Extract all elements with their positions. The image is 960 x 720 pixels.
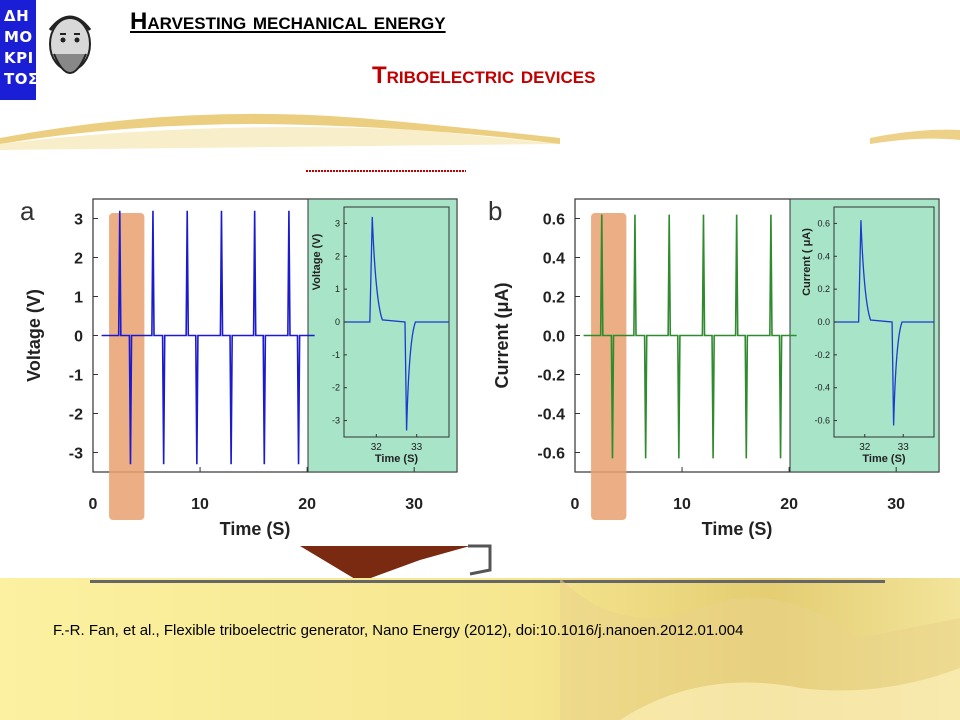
y-axis-label: Voltage (V)	[24, 289, 44, 382]
logo-lettering: ΔΗ ΜΟ ΚΡΙ ΤΟΣ	[4, 7, 39, 88]
inset-x-tick-label: 32	[371, 442, 383, 453]
y-tick-label: 0.2	[543, 290, 565, 307]
inset-x-axis-label: Time (S)	[375, 453, 419, 465]
x-tick-label: 0	[571, 496, 580, 513]
inset-y-axis-label: Current ( μA)	[801, 228, 813, 296]
inset-series-line	[834, 220, 934, 426]
y-tick-label: 0.0	[543, 329, 565, 346]
inset-x-tick-label: 33	[411, 442, 423, 453]
citation-text: F.-R. Fan, et al., Flexible triboelectri…	[53, 622, 744, 639]
slide-subtitle: Triboelectric devices	[372, 62, 596, 89]
device-graphic	[300, 546, 470, 582]
inset-background	[789, 198, 940, 473]
inset-y-tick-label: 0.2	[817, 284, 830, 294]
inset-y-tick-label: -2	[332, 383, 340, 393]
inset-y-tick-label: 2	[335, 251, 340, 261]
y-tick-label: 2	[74, 251, 83, 268]
inset-series-line	[344, 216, 449, 431]
x-tick-label: 0	[89, 496, 98, 513]
header-swoosh	[0, 113, 960, 150]
inset-y-tick-label: -3	[332, 416, 340, 426]
highlight-band	[591, 213, 627, 520]
x-tick-label: 30	[405, 496, 423, 513]
inset-x-tick-label: 32	[859, 442, 871, 453]
inset-background	[307, 198, 458, 473]
inset-y-tick-label: 0	[335, 317, 340, 327]
x-axis-label: Time (S)	[220, 519, 291, 539]
x-tick-label: 20	[780, 496, 798, 513]
y-tick-label: 3	[74, 212, 83, 229]
panel-letter: a	[20, 196, 35, 226]
series-line	[101, 210, 315, 465]
x-tick-label: 10	[191, 496, 209, 513]
panel-b: b 0.6 0.4 0.2 0.0 -0.2 -0.4 -0.6 0 10 20 30 Time (S)…	[488, 196, 940, 539]
x-axis-label: Time (S)	[702, 519, 773, 539]
inset-y-tick-label: -0.6	[814, 416, 830, 426]
y-tick-label: -3	[69, 446, 83, 463]
y-tick-label: -1	[69, 368, 83, 385]
series-line	[583, 214, 797, 459]
x-tick-label: 10	[673, 496, 691, 513]
slide-title: Harvesting mechanical energy	[130, 8, 446, 35]
y-tick-label: 0.6	[543, 212, 565, 229]
institute-logo: ΔΗ ΜΟ ΚΡΙ ΤΟΣ	[0, 0, 102, 100]
y-tick-label: -2	[69, 407, 83, 424]
inset-y-tick-label: 0.4	[817, 251, 830, 261]
x-tick-label: 20	[298, 496, 316, 513]
y-tick-label: 0	[74, 329, 83, 346]
inset-y-tick-label: -1	[332, 350, 340, 360]
inset-y-tick-label: -0.2	[814, 350, 830, 360]
inset-y-tick-label: 0.6	[817, 218, 830, 228]
highlight-band	[109, 213, 145, 520]
y-tick-label: 1	[74, 290, 83, 307]
logo-portrait	[36, 0, 102, 100]
inset-y-tick-label: 1	[335, 284, 340, 294]
y-tick-label: -0.6	[537, 446, 565, 463]
y-tick-label: -0.4	[537, 407, 565, 424]
y-tick-label: -0.2	[537, 368, 565, 385]
y-tick-label: 0.4	[543, 251, 565, 268]
inset-y-axis-label: Voltage (V)	[311, 233, 323, 290]
inset-y-tick-label: 3	[335, 218, 340, 228]
inset-y-tick-label: 0.0	[817, 317, 830, 327]
panel-letter: b	[488, 196, 502, 226]
x-tick-label: 30	[887, 496, 905, 513]
inset-y-tick-label: -0.4	[814, 383, 830, 393]
y-axis-label: Current (μA)	[492, 282, 512, 388]
footer-banner	[0, 578, 960, 720]
inset-x-axis-label: Time (S)	[862, 453, 906, 465]
inset-x-tick-label: 33	[898, 442, 910, 453]
